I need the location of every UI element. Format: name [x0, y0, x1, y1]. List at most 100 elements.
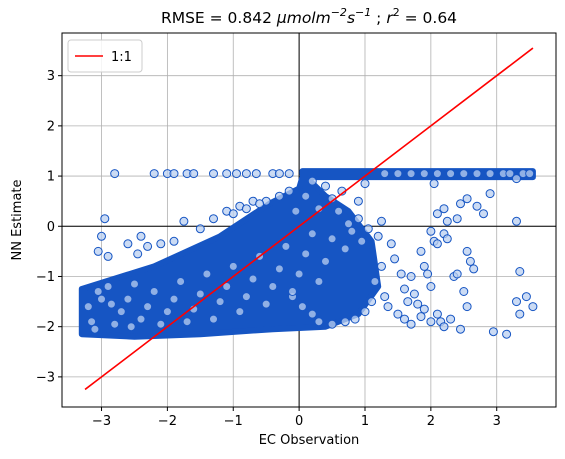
scatter-point [123, 294, 133, 304]
scatter-point [386, 239, 396, 249]
scatter-point [360, 307, 370, 317]
legend-box [67, 39, 143, 73]
scatter-point [446, 169, 456, 179]
x-tick-label: 0 [295, 414, 303, 429]
scatter-point [110, 169, 120, 179]
scatter-point [169, 294, 179, 304]
scatter-point [462, 194, 472, 204]
scatter-point [248, 274, 258, 284]
scatter-point [83, 302, 93, 312]
scatter-point [432, 309, 442, 319]
scatter-point [307, 309, 317, 319]
x-axis-ticks: −3 −2 −1 0 1 2 3 [92, 407, 501, 429]
scatter-point [202, 269, 212, 279]
scatter-point [291, 206, 301, 216]
scatter-point [512, 216, 521, 226]
scatter-point [123, 239, 133, 249]
scatter-point [241, 204, 251, 214]
scatter-point [353, 196, 363, 206]
scatter-point [512, 174, 521, 184]
title-r: r [386, 9, 394, 27]
y-axis-label: NN Estimate [10, 179, 25, 260]
scatter-point [432, 169, 442, 179]
scatter-point [301, 249, 311, 259]
legend: 1:1 [67, 39, 143, 73]
title-r-exp: 2 [393, 6, 400, 19]
title-separator: ; [371, 9, 386, 27]
scatter-point [462, 302, 472, 312]
scatter-point [426, 282, 436, 291]
scatter-point [350, 314, 360, 324]
title-unit-s: s [347, 9, 355, 27]
scatter-point [426, 317, 436, 327]
x-tick-label: 3 [493, 414, 501, 429]
scatter-point [528, 302, 538, 312]
scatter-point [209, 214, 218, 224]
scatter-point [90, 324, 100, 334]
title-unit-exp2: −1 [355, 6, 371, 19]
scatter-point [284, 186, 294, 196]
scatter-point [110, 319, 120, 329]
scatter-point [409, 289, 419, 299]
scatter-point [307, 176, 317, 186]
scatter-point [232, 169, 241, 179]
scatter-point [93, 246, 103, 256]
scatter-point [452, 214, 462, 224]
y-axis-ticks: −3 −2 −1 0 1 2 3 [36, 69, 62, 385]
chart-title: RMSE = 0.842 μmolm−2s−1 ; r2 = 0.64 [161, 6, 457, 27]
scatter-point [456, 199, 465, 209]
y-tick-label: 1 [47, 170, 55, 185]
scatter-point [169, 169, 179, 179]
scatter-point [103, 251, 113, 261]
scatter-point [87, 317, 97, 327]
scatter-point [393, 309, 403, 319]
scatter-point [512, 297, 521, 307]
scatter-point [521, 292, 531, 302]
scatter-point [288, 287, 297, 296]
scatter-point [126, 322, 136, 332]
scatter-point [156, 319, 166, 329]
x-tick-label: −2 [158, 414, 177, 429]
scatter-point [380, 169, 390, 179]
scatter-point [400, 284, 409, 294]
scatter-point [235, 307, 245, 317]
scatter-point [195, 224, 205, 234]
scatter-point [136, 314, 146, 324]
scatter-point [222, 169, 232, 179]
scatter-point [228, 261, 238, 271]
scatter-point [485, 189, 495, 199]
scatter-point [459, 169, 469, 179]
scatter-point [353, 214, 363, 224]
scatter-point [169, 236, 179, 246]
scatter-point [442, 234, 452, 244]
title-unit-main: μmolm [276, 9, 331, 27]
scatter-point [446, 314, 456, 324]
scatter-point [136, 231, 146, 241]
x-tick-label: −1 [224, 414, 243, 429]
scatter-point [439, 322, 449, 332]
scatter-point [281, 241, 291, 251]
scatter-point [383, 302, 393, 312]
scatter-point [432, 209, 442, 219]
scatter-point [228, 209, 238, 219]
scatter-point [103, 282, 113, 291]
scatter-point [390, 254, 400, 264]
scatter-point [416, 246, 426, 256]
scatter-point [465, 256, 475, 266]
scatter-point [274, 191, 284, 201]
scatter-point [373, 231, 383, 241]
scatter-point [485, 169, 495, 179]
scatter-point [347, 226, 357, 236]
x-tick-label: 2 [427, 414, 435, 429]
scatter-point [505, 169, 515, 179]
scatter-point [241, 292, 251, 302]
scatter-point [143, 302, 153, 312]
scatter-points [83, 169, 538, 339]
scatter-point [452, 269, 462, 279]
one-to-one-line-layer [84, 47, 534, 391]
y-tick-label: 2 [47, 119, 55, 134]
scatter-point [525, 169, 535, 179]
title-prefix: RMSE = 0.842 [161, 9, 277, 27]
scatter-point [106, 299, 116, 309]
scatter-point [419, 304, 429, 314]
